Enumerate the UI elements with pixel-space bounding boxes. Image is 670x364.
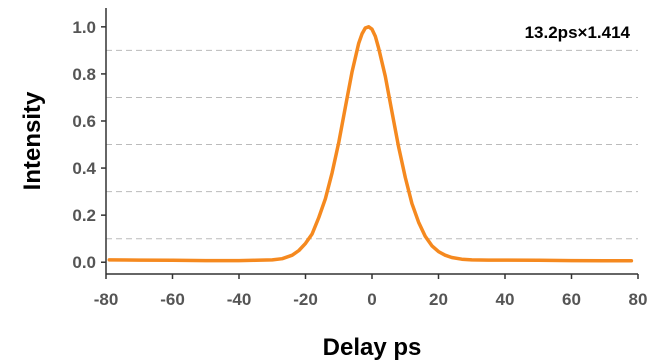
x-tick-label-4: 0 xyxy=(367,290,376,309)
x-tick-label-6: 40 xyxy=(496,290,515,309)
x-tick-label-2: -40 xyxy=(227,290,252,309)
grid-lines xyxy=(106,49,638,240)
plot-frame xyxy=(105,8,638,275)
x-tick-label-7: 60 xyxy=(562,290,581,309)
series-layer xyxy=(107,25,634,263)
y-tick-label-1: 0.2 xyxy=(72,206,96,225)
series-line-0 xyxy=(107,25,634,263)
y-tick-label-4: 0.8 xyxy=(72,65,96,84)
y-tick-label-2: 0.4 xyxy=(72,159,96,178)
y-tick-label-3: 0.6 xyxy=(72,112,96,131)
tick-layer: -80 -60 -40 -20 0 20 40 60 80 0.0 0.2 0.4 0.6 0.8 1.0 xyxy=(72,18,647,309)
y-tick-label-0: 0.0 xyxy=(72,253,96,272)
x-tick-label-3: -20 xyxy=(293,290,318,309)
annotation-label: 13.2ps×1.414 xyxy=(525,23,631,42)
y-tick-label-5: 1.0 xyxy=(72,18,96,37)
x-tick-label-5: 20 xyxy=(429,290,448,309)
x-axis-title: Delay ps xyxy=(323,334,422,361)
x-tick-label-8: 80 xyxy=(629,290,648,309)
x-tick-label-0: -80 xyxy=(94,290,119,309)
x-tick-label-1: -60 xyxy=(160,290,185,309)
y-axis-title: Intensity xyxy=(19,91,46,190)
